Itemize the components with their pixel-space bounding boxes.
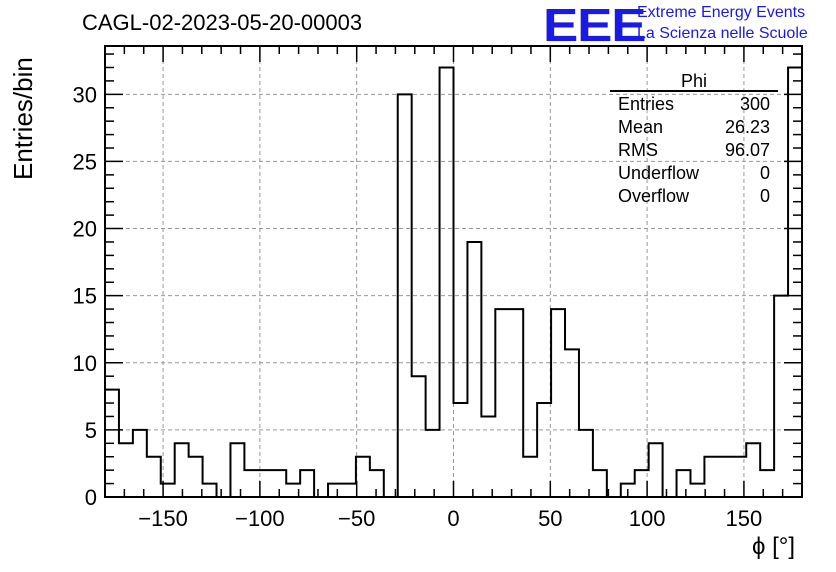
x-tick-label: −100 — [235, 506, 285, 531]
y-tick-label: 15 — [73, 284, 97, 309]
x-tick-label: 150 — [726, 506, 763, 531]
stats-title: Phi — [681, 71, 707, 91]
y-tick-label: 5 — [85, 418, 97, 443]
y-tick-label: 0 — [85, 485, 97, 510]
logo-line-2: La Scienza nelle Scuole — [637, 25, 808, 42]
x-tick-label: 100 — [629, 506, 666, 531]
chart-title: CAGL-02-2023-05-20-00003 — [82, 10, 363, 35]
x-tick-label: −50 — [338, 506, 375, 531]
stats-row-label: Mean — [618, 117, 663, 137]
x-tick-label: 50 — [538, 506, 562, 531]
stats-row-label: RMS — [618, 140, 658, 160]
logo-line-1: Extreme Energy Events — [637, 4, 806, 21]
stats-row-value: 26.23 — [725, 117, 770, 137]
x-tick-label: 0 — [447, 506, 459, 531]
stats-row-value: 96.07 — [725, 140, 770, 160]
stats-row-label: Entries — [618, 94, 674, 114]
x-tick-label: −150 — [138, 506, 188, 531]
y-tick-label: 30 — [73, 82, 97, 107]
x-axis-label: ϕ [°] — [752, 533, 796, 560]
plot-frame — [104, 45, 803, 498]
y-tick-label: 20 — [73, 217, 97, 242]
stats-row-label: Overflow — [618, 186, 690, 206]
stats-row-label: Underflow — [618, 163, 700, 183]
histogram-outline — [105, 66, 802, 498]
eee-logo-mark: EEE — [543, 0, 647, 51]
y-tick-label: 25 — [73, 149, 97, 174]
stats-row-value: 0 — [760, 186, 770, 206]
y-tick-label: 10 — [73, 351, 97, 376]
stats-row-value: 0 — [760, 163, 770, 183]
stats-row-value: 300 — [740, 94, 770, 114]
stats-box: Phi Entries 300 Mean 26.23 RMS 96.07 Underflow 0… — [610, 71, 778, 206]
axis-ticks: −150 −100 −50 0 50 100 150 0 5 10 15 20 25 30 — [73, 46, 803, 531]
